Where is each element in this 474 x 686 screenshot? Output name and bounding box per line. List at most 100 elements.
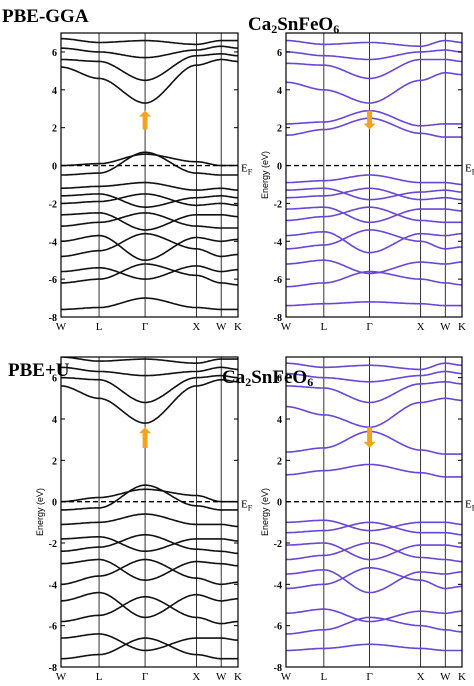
- y-tick-label: -2: [49, 539, 57, 550]
- fermi-sub: F: [472, 504, 474, 513]
- k-point-label: W: [216, 671, 227, 681]
- band-line-4: [61, 591, 238, 619]
- k-point-label: L: [96, 671, 103, 681]
- method-label-top: PBE-GGA: [2, 6, 89, 27]
- band-line-6: [61, 558, 238, 581]
- y-tick-label: -6: [274, 622, 282, 633]
- bands-group: [61, 37, 238, 311]
- y-tick-label: 4: [277, 415, 282, 426]
- k-point-label: K: [234, 321, 242, 333]
- k-point-label: K: [234, 671, 242, 681]
- compound-sub1: 2: [245, 375, 252, 389]
- band-line-13: [286, 381, 462, 404]
- k-point-label: K: [458, 321, 466, 333]
- compound-label-bottom: Ca2SnFeO6: [222, 367, 313, 390]
- band-line-10: [61, 484, 238, 511]
- k-point-label: L: [96, 321, 103, 333]
- k-point-label: W: [56, 321, 67, 333]
- bands-group: [286, 39, 462, 307]
- band-line-14: [61, 366, 238, 377]
- fermi-label: EF: [465, 163, 474, 177]
- band-line-4: [286, 229, 462, 250]
- band-line-2: [61, 263, 238, 286]
- spin-arrow-head: [139, 110, 152, 117]
- y-tick-label: 6: [277, 374, 282, 385]
- band-line-2: [61, 633, 238, 652]
- band-line-13: [61, 374, 238, 404]
- band-line-3: [61, 265, 238, 280]
- k-point-label: W: [440, 321, 451, 333]
- k-point-label: Γ: [142, 671, 148, 681]
- k-point-label: L: [320, 321, 327, 333]
- band-line-1: [61, 297, 238, 311]
- band-line-15: [61, 357, 238, 364]
- k-point-label: Γ: [366, 321, 372, 333]
- band-line-3: [286, 259, 462, 275]
- panel-frame: [60, 356, 239, 668]
- band-line-3: [286, 608, 462, 623]
- band-line-2: [286, 616, 462, 635]
- y-tick-label: -8: [274, 663, 282, 674]
- band-line-7: [286, 542, 462, 561]
- panel-frame: [285, 356, 463, 668]
- band-line-12: [286, 109, 462, 127]
- y-tick-label: -4: [49, 580, 57, 591]
- y-tick-label: 0: [277, 498, 282, 509]
- y-tick-label: -4: [274, 237, 282, 248]
- band-line-8: [61, 193, 238, 207]
- band-line-5: [286, 569, 462, 594]
- y-tick-label: -8: [49, 663, 57, 674]
- bands-group: [61, 357, 238, 660]
- y-tick-label: 0: [52, 498, 57, 509]
- fermi-label: EF: [465, 499, 474, 513]
- band-line-3: [61, 595, 238, 625]
- compound-sub2: 6: [333, 22, 340, 36]
- band-line-15: [61, 45, 238, 59]
- k-point-label: W: [216, 321, 227, 333]
- band-line-11: [286, 117, 462, 138]
- y-tick-label: -4: [49, 237, 57, 248]
- k-point-label: K: [458, 671, 466, 681]
- band-line-1: [286, 643, 462, 652]
- y-tick-label: -8: [49, 313, 57, 324]
- y-tick-label: 4: [52, 86, 57, 97]
- bands-group: [286, 362, 462, 652]
- k-point-label: X: [417, 321, 425, 333]
- fermi-sub: F: [248, 168, 253, 177]
- k-point-label: Γ: [142, 321, 148, 333]
- y-tick-label: -6: [274, 275, 282, 286]
- band-line-1: [61, 637, 238, 660]
- band-line-12: [286, 397, 462, 429]
- band-line-8: [286, 521, 462, 536]
- band-line-4: [61, 232, 238, 258]
- k-point-label: W: [440, 671, 451, 681]
- band-line-9: [61, 193, 238, 208]
- y-tick-label: 2: [277, 124, 282, 135]
- band-line-6: [286, 206, 462, 224]
- k-point-label: W: [281, 671, 292, 681]
- y-tick-label: -6: [49, 275, 57, 286]
- band-line-6: [286, 542, 462, 563]
- band-line-11: [286, 430, 462, 455]
- band-line-8: [286, 187, 462, 201]
- band-line-13: [61, 58, 238, 104]
- k-point-label: X: [192, 671, 200, 681]
- band-line-16: [61, 37, 238, 46]
- band-line-14: [61, 53, 238, 82]
- y-tick-label: 2: [52, 456, 57, 467]
- band-line-13: [286, 72, 462, 104]
- y-tick-label: 4: [277, 86, 282, 97]
- k-point-label: W: [281, 321, 292, 333]
- band-line-14: [286, 370, 462, 383]
- band-line-15: [286, 49, 462, 61]
- panel-frame: [60, 32, 239, 318]
- band-line-7: [61, 533, 238, 555]
- band-line-15: [286, 362, 462, 371]
- spin-arrow-head: [363, 441, 376, 448]
- band-line-7: [61, 212, 238, 231]
- band-line-9: [286, 519, 462, 532]
- y-tick-label: -2: [49, 199, 57, 210]
- band-line-5: [61, 558, 238, 586]
